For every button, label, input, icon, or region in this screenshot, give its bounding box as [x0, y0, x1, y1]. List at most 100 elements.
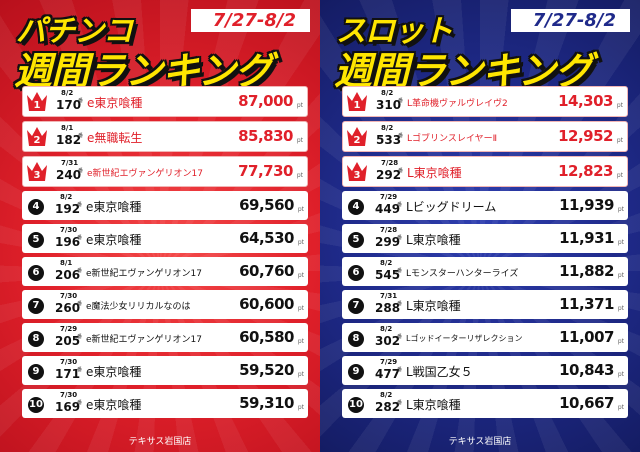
rank-number: 7	[32, 300, 40, 311]
machine-name: e魔法少女リリカルなのは	[86, 302, 191, 312]
machine-number-unit: 番	[397, 334, 403, 340]
machine-number-unit: 番	[397, 367, 403, 373]
rank-number: 3	[353, 170, 361, 181]
machine-number: 282	[375, 400, 401, 414]
rank-circle-icon	[28, 364, 44, 380]
machine-name: L東京喰種	[407, 166, 462, 180]
rank-badge: 1	[345, 89, 369, 114]
points-value: 11,931	[559, 229, 614, 247]
pachinko-date-range: 7/27-8/2	[190, 9, 310, 32]
rank-badge: 6	[24, 259, 48, 284]
pachinko-ranking-list: 1 8/2 170 番 e東京喰種 87,000 pt 2 8/1 182 番 e無職転生 85,830…	[22, 86, 308, 422]
rank-circle-icon	[348, 265, 364, 281]
ranking-row: 7 7/30 260 番 e魔法少女リリカルなのは 60,600 pt	[22, 290, 308, 319]
points-unit: pt	[616, 172, 623, 179]
machine-name: e東京喰種	[86, 200, 142, 214]
machine-name: e東京喰種	[87, 96, 143, 110]
points-value: 60,760	[239, 262, 294, 280]
slot-date-range: 7/27-8/2	[510, 9, 630, 32]
machine-name: Lゴッドイーターリザレクション	[406, 334, 523, 343]
rank-circle-icon	[348, 364, 364, 380]
points-unit: pt	[617, 305, 624, 312]
rank-number: 9	[352, 366, 360, 377]
points-unit: pt	[297, 206, 304, 213]
rank-circle-icon	[28, 199, 44, 215]
machine-number: 477	[375, 367, 401, 381]
rank-badge: 2	[25, 124, 49, 149]
row-date: 7/30	[60, 358, 78, 366]
row-date: 8/2	[380, 391, 393, 399]
machine-name: e新世紀エヴァンゲリオン17	[87, 169, 203, 179]
machine-number-unit: 番	[77, 268, 83, 274]
machine-name: Lモンスターハンターライズ	[406, 269, 519, 279]
ranking-row: 6 8/2 545 番 Lモンスターハンターライズ 11,882 pt	[342, 257, 628, 286]
rank-circle-icon	[28, 397, 44, 413]
rank-circle-icon	[348, 397, 364, 413]
points-value: 11,882	[559, 262, 614, 280]
rank-number: 2	[353, 135, 361, 146]
points-unit: pt	[617, 272, 624, 279]
machine-name: L東京喰種	[406, 299, 461, 313]
machine-number-unit: 番	[77, 202, 83, 208]
points-value: 60,600	[239, 295, 294, 313]
crown-icon	[347, 127, 367, 146]
row-date: 7/28	[381, 159, 399, 167]
machine-number-unit: 番	[397, 235, 403, 241]
rank-badge: 4	[24, 193, 48, 218]
machine-name: e新世紀エヴァンゲリオン17	[86, 269, 202, 279]
points-value: 12,952	[558, 127, 613, 145]
ranking-row: 2 8/2 533 番 LゴブリンスレイヤーⅡ 12,952 pt	[342, 121, 628, 152]
points-value: 77,730	[238, 162, 293, 180]
crown-icon	[347, 92, 367, 111]
points-value: 64,530	[239, 229, 294, 247]
points-value: 10,843	[559, 361, 614, 379]
store-name: テキサス岩国店	[128, 437, 192, 447]
points-value: 59,520	[239, 361, 294, 379]
machine-number: 545	[375, 268, 401, 282]
machine-number-unit: 番	[78, 98, 84, 104]
machine-number: 192	[55, 202, 81, 216]
machine-number-unit: 番	[397, 301, 403, 307]
ranking-row: 5 7/28 299 番 L東京喰種 11,931 pt	[342, 224, 628, 253]
ranking-row: 8 8/2 302 番 Lゴッドイーターリザレクション 11,007 pt	[342, 323, 628, 352]
machine-number: 171	[55, 367, 81, 381]
points-value: 11,007	[559, 328, 614, 346]
machine-number-unit: 番	[398, 168, 404, 174]
points-unit: pt	[617, 338, 624, 345]
points-value: 87,000	[238, 92, 293, 110]
ranking-row: 2 8/1 182 番 e無職転生 85,830 pt	[22, 121, 308, 152]
machine-number: 206	[55, 268, 81, 282]
rank-badge: 10	[24, 391, 48, 416]
rank-number: 4	[352, 201, 360, 212]
machine-number-unit: 番	[77, 367, 83, 373]
points-unit: pt	[617, 206, 624, 213]
row-date: 7/30	[60, 391, 78, 399]
row-date: 8/1	[60, 259, 73, 267]
points-unit: pt	[297, 305, 304, 312]
machine-number-unit: 番	[397, 202, 403, 208]
points-unit: pt	[296, 172, 303, 179]
rank-number: 4	[32, 201, 40, 212]
rank-badge: 10	[344, 391, 368, 416]
ranking-row: 1 8/2 170 番 e東京喰種 87,000 pt	[22, 86, 308, 117]
row-date: 7/30	[60, 226, 78, 234]
ranking-row: 9 7/29 477 番 L戦国乙女５ 10,843 pt	[342, 356, 628, 385]
rank-number: 7	[352, 300, 360, 311]
rank-badge: 3	[345, 159, 369, 184]
row-date: 7/30	[60, 292, 78, 300]
machine-name: L東京喰種	[406, 398, 461, 412]
rank-badge: 7	[24, 292, 48, 317]
ranking-row: 3 7/31 240 番 e新世紀エヴァンゲリオン17 77,730 pt	[22, 156, 308, 187]
machine-number: 449	[375, 202, 401, 216]
machine-number: 302	[375, 334, 401, 348]
slot-title: スロット	[336, 14, 453, 49]
rank-circle-icon	[28, 265, 44, 281]
machine-number: 288	[375, 301, 401, 315]
pachinko-panel: パチンコ 7/27-8/2 週間ランキング 1 8/2 170 番 e東京喰種 87,00…	[0, 0, 320, 452]
points-unit: pt	[297, 272, 304, 279]
rank-number: 5	[352, 234, 360, 245]
rank-circle-icon	[348, 298, 364, 314]
rank-number: 3	[33, 170, 41, 181]
rank-number: 8	[352, 333, 360, 344]
machine-number-unit: 番	[78, 133, 84, 139]
